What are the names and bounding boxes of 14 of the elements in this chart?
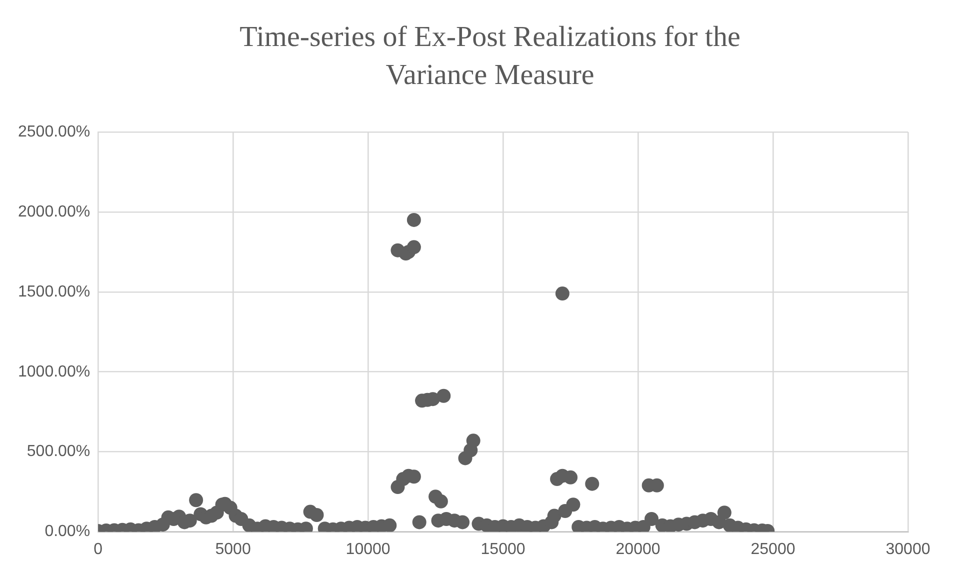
y-tick-label: 500.00% — [26, 443, 90, 460]
x-tick-label: 0 — [94, 540, 103, 558]
x-tick-label: 5000 — [215, 540, 251, 558]
y-tick-label: 1000.00% — [18, 363, 90, 380]
x-tick-label: 30000 — [886, 540, 930, 558]
x-tick-label: 10000 — [346, 540, 390, 558]
x-tick-label: 20000 — [616, 540, 660, 558]
y-tick-label: 2000.00% — [18, 203, 90, 220]
chart-title: Time-series of Ex-Post Realizations for the Variance Measure — [238, 20, 742, 93]
x-tick-label: 15000 — [480, 540, 526, 558]
y-tick-label: 0.00% — [44, 523, 90, 540]
y-tick-label: 1500.00% — [18, 283, 90, 300]
y-tick-label: 2500.00% — [18, 123, 90, 140]
x-tick-label: 25000 — [750, 540, 796, 558]
